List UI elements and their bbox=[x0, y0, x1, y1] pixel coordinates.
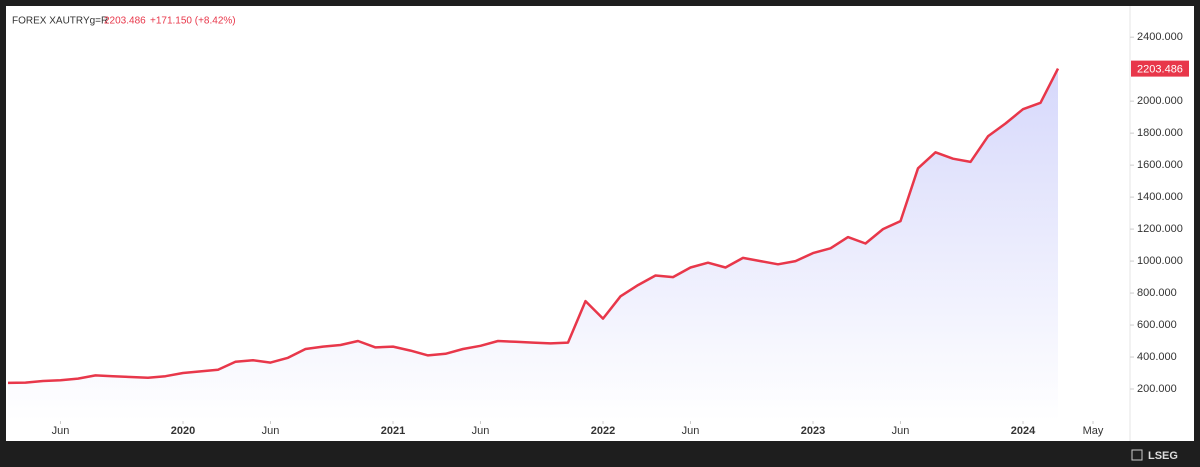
x-tick-label: May bbox=[1083, 425, 1104, 437]
x-tick-label: Jun bbox=[262, 425, 280, 437]
x-tick-label: Jun bbox=[682, 425, 700, 437]
brand-logo: LSEG bbox=[1131, 449, 1178, 462]
y-tick-label: 2400.000 bbox=[1137, 31, 1183, 43]
x-tick-label: 2024 bbox=[1011, 425, 1036, 437]
y-tick-label: 1400.000 bbox=[1137, 191, 1183, 203]
y-tick-label: 1600.000 bbox=[1137, 159, 1183, 171]
x-tick-label: Jun bbox=[52, 425, 70, 437]
x-tick-label: 2020 bbox=[171, 425, 195, 437]
last-price: 2203.486 bbox=[104, 16, 146, 27]
price-tag bbox=[1131, 60, 1189, 77]
y-tick-label: 1200.000 bbox=[1137, 223, 1183, 235]
y-tick-label: 200.000 bbox=[1137, 383, 1177, 395]
brand: LSEG bbox=[1148, 450, 1178, 462]
y-tick-label: 400.000 bbox=[1137, 351, 1177, 363]
x-tick-label: 2023 bbox=[801, 425, 825, 437]
y-tick-label: 800.000 bbox=[1137, 287, 1177, 299]
x-tick-label: 2021 bbox=[381, 425, 405, 437]
logo-icon bbox=[1131, 449, 1143, 461]
x-tick-label: Jun bbox=[472, 425, 490, 437]
change: +171.150 (+8.42%) bbox=[150, 16, 236, 27]
y-tick-label: 1800.000 bbox=[1137, 127, 1183, 139]
x-tick-label: 2022 bbox=[591, 425, 615, 437]
y-tick-label: 1000.000 bbox=[1137, 255, 1183, 267]
price-line bbox=[7, 68, 1060, 385]
symbol: FOREX XAUTRYg=R bbox=[12, 16, 108, 27]
price-tag-label: 2203.486 bbox=[1137, 64, 1183, 76]
y-tick-label: 2000.000 bbox=[1137, 95, 1183, 107]
area bbox=[8, 68, 1058, 421]
y-tick-label: 600.000 bbox=[1137, 319, 1177, 331]
x-tick-label: Jun bbox=[892, 425, 910, 437]
